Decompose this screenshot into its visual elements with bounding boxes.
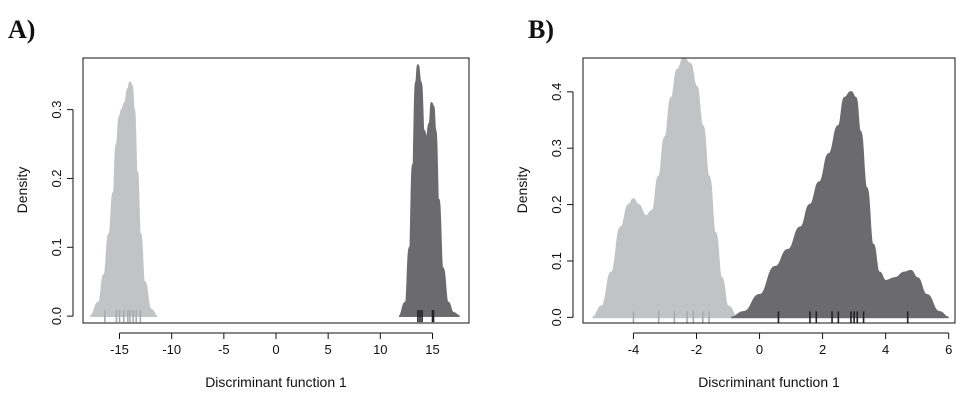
panel-b-curves (592, 57, 949, 319)
panel-b-rug (632, 311, 909, 324)
panel-a-x-tick-label: 0 (272, 342, 279, 357)
panel-a-x-tick-label: -15 (110, 342, 129, 357)
panel-b-x-axis-title: Discriminant function 1 (698, 374, 840, 390)
panel-b-x-axis: -4 -2 0 2 4 6 (628, 332, 952, 357)
panel-a-x-tick-label: -10 (162, 342, 181, 357)
panel-a-x-tick-label: 10 (373, 342, 387, 357)
panel-a-density-area-1 (90, 81, 158, 317)
panel-b-y-tick-label: 0.1 (549, 252, 564, 270)
panel-a-y-tick-label: 0.3 (49, 101, 64, 119)
panel-a-y-tick-label: 0.0 (49, 307, 64, 325)
panel-a-label: A) (8, 15, 35, 44)
panel-b-x-tick-label: 0 (756, 342, 763, 357)
panel-a-x-tick-label: 15 (425, 342, 439, 357)
panel-a-curves (90, 64, 460, 317)
panel-a-rug (104, 310, 435, 323)
panel-b-density-area-2 (731, 91, 949, 319)
panel-b-y-axis-title: Density (514, 167, 530, 214)
panel-b-y-tick-label: 0.2 (549, 196, 564, 214)
panel-a-y-axis-title: Density (14, 167, 30, 214)
panel-b-x-tick-label: -2 (691, 342, 703, 357)
panel-b-y-tick-label: 0.3 (549, 139, 564, 157)
panel-b-y-tick-label: 0.4 (549, 83, 564, 101)
panel-b-density-area-1 (592, 57, 738, 319)
panel-b-x-tick-label: 4 (882, 342, 889, 357)
panel-b: B) -4 -2 0 2 4 6 0.0 0.1 0.2 0.3 0.4 Discriminant… (514, 15, 956, 390)
panel-b-y-axis: 0.0 0.1 0.2 0.3 0.4 (549, 83, 574, 326)
panel-b-x-tick-label: 2 (819, 342, 826, 357)
panel-b-x-tick-label: 6 (945, 342, 952, 357)
panel-b-y-tick-label: 0.0 (549, 308, 564, 326)
panel-b-label: B) (528, 15, 554, 44)
panel-a-y-axis: 0.0 0.1 0.2 0.3 (49, 101, 74, 325)
panel-a: A) -15 -10 -5 0 5 10 15 0.0 0.1 0.2 0.3 Discrimin… (8, 15, 470, 390)
panel-a-y-tick-label: 0.2 (49, 169, 64, 187)
panel-a-x-axis: -15 -10 -5 0 5 10 15 (110, 332, 440, 357)
panel-a-plot-frame (82, 57, 470, 324)
panel-a-x-tick-label: -5 (218, 342, 230, 357)
panel-a-y-tick-label: 0.1 (49, 238, 64, 256)
panel-b-x-tick-label: -4 (628, 342, 640, 357)
panel-a-x-axis-title: Discriminant function 1 (205, 374, 347, 390)
panel-a-x-tick-label: 5 (325, 342, 332, 357)
panel-a-density-area-2 (398, 64, 460, 317)
panel-b-plot-frame (582, 57, 956, 324)
